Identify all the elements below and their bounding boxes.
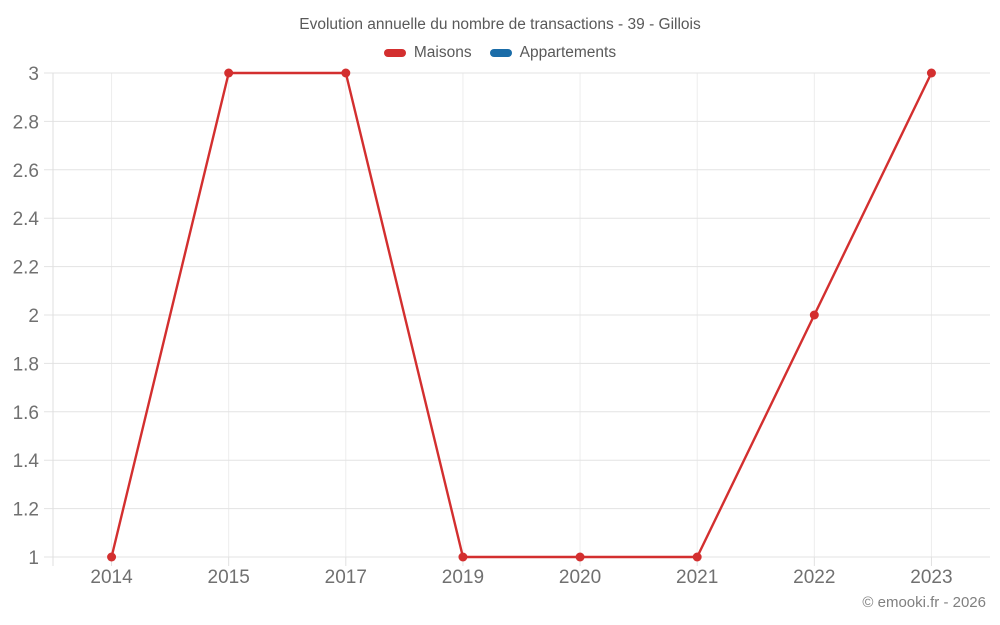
copyright-text: © emooki.fr - 2026	[862, 594, 986, 611]
svg-text:3: 3	[28, 64, 39, 85]
svg-text:2017: 2017	[325, 567, 367, 588]
svg-text:2023: 2023	[910, 567, 952, 588]
legend-item-appartements[interactable]: Appartements	[489, 44, 617, 62]
legend-item-maisons[interactable]: Maisons	[383, 44, 472, 62]
appartements-series-swatch-icon	[489, 49, 512, 57]
svg-text:2.8: 2.8	[13, 112, 39, 133]
appartements-legend-label: Appartements	[519, 44, 617, 61]
svg-text:2: 2	[28, 306, 39, 327]
chart-title: Evolution annuelle du nombre de transact…	[299, 16, 701, 33]
maisons-legend-label: Maisons	[413, 44, 472, 61]
svg-text:2015: 2015	[208, 567, 250, 588]
svg-text:2014: 2014	[90, 567, 133, 588]
svg-text:2022: 2022	[793, 567, 835, 588]
svg-text:1.2: 1.2	[13, 500, 39, 521]
svg-text:2021: 2021	[676, 567, 718, 588]
svg-text:1.6: 1.6	[13, 403, 39, 424]
svg-text:2.6: 2.6	[13, 161, 39, 182]
svg-text:2020: 2020	[559, 567, 601, 588]
svg-text:1: 1	[28, 548, 39, 569]
svg-text:1.4: 1.4	[13, 451, 40, 472]
svg-text:2.2: 2.2	[13, 258, 39, 279]
svg-text:2.4: 2.4	[13, 209, 40, 230]
chart-legend: Maisons Appartements	[0, 44, 1000, 62]
svg-text:1.8: 1.8	[13, 354, 39, 375]
maisons-series-swatch-icon	[383, 49, 406, 57]
svg-text:2019: 2019	[442, 567, 484, 588]
